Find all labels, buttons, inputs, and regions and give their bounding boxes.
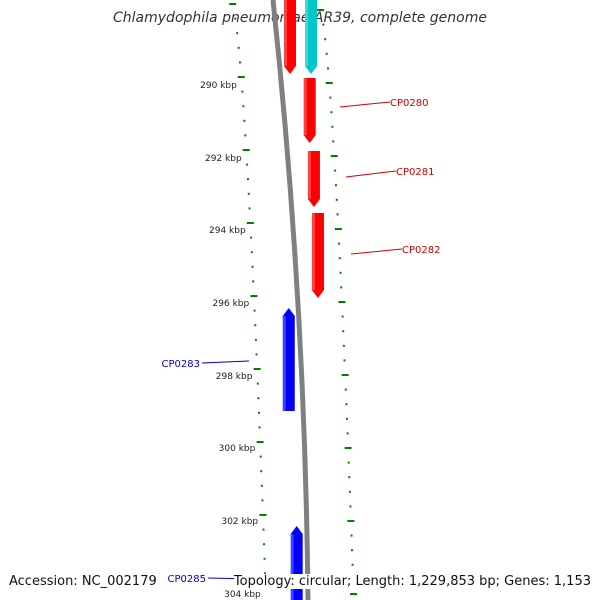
gene-feature-shape xyxy=(305,0,317,74)
gene-label[interactable]: CP0281 xyxy=(396,167,434,178)
genome-summary: Topology: circular; Length: 1,229,853 bp… xyxy=(233,574,591,589)
position-label: 298 kbp xyxy=(216,372,253,382)
gene-cp0280[interactable] xyxy=(303,78,316,143)
accession-text: Accession: NC_002179 xyxy=(9,574,157,589)
gene-label[interactable]: CP0285 xyxy=(168,574,206,585)
gene-feature-highlight xyxy=(284,0,287,66)
gene-cp0282-highlight xyxy=(311,213,315,290)
gene-cp0282[interactable] xyxy=(311,213,324,298)
position-label: 294 kbp xyxy=(209,226,246,236)
genome-backbone xyxy=(270,0,311,600)
position-label: 292 kbp xyxy=(205,154,242,164)
label-leader xyxy=(201,360,250,364)
tick-marks xyxy=(229,3,358,595)
position-label: 296 kbp xyxy=(213,299,250,309)
gene-cp0280-highlight xyxy=(303,78,307,135)
gene-feature-shape xyxy=(284,0,296,74)
gene-cp0283-highlight xyxy=(282,316,286,411)
gene-feature[interactable] xyxy=(284,0,296,74)
gene-feature-highlight xyxy=(305,0,308,66)
gene-cp0283[interactable] xyxy=(282,308,295,411)
label-leader xyxy=(350,248,403,255)
position-label: 304 kbp xyxy=(224,590,261,600)
gene-label[interactable]: CP0282 xyxy=(402,245,440,256)
gene-cp0281-shape xyxy=(307,151,320,207)
gene-cp0281-highlight xyxy=(307,151,311,199)
position-label: 302 kbp xyxy=(221,517,258,527)
gene-label[interactable]: CP0280 xyxy=(390,98,428,109)
gene-labels: CP0280 CP0281 CP0282 CP0283 CP0285 xyxy=(162,98,441,585)
gene-cp0283-shape xyxy=(282,308,295,411)
gene-cp0282-shape xyxy=(311,213,324,298)
map-title: Chlamydophila pneumoniae AR39, complete … xyxy=(113,10,487,26)
gene-cp0280-shape xyxy=(303,78,316,143)
position-label: 290 kbp xyxy=(200,81,237,91)
gene-label[interactable]: CP0283 xyxy=(162,359,200,370)
label-leader xyxy=(345,170,397,178)
gene-cp0285-highlight xyxy=(290,534,294,600)
position-label: 300 kbp xyxy=(219,444,256,454)
gene-cp0281[interactable] xyxy=(307,151,320,207)
position-labels: 290 kbp 292 kbp 294 kbp 296 kbp 298 kbp 300 k… xyxy=(200,81,261,600)
gene-features[interactable] xyxy=(282,0,324,600)
label-leader xyxy=(339,101,391,108)
gene-feature[interactable] xyxy=(305,0,317,74)
